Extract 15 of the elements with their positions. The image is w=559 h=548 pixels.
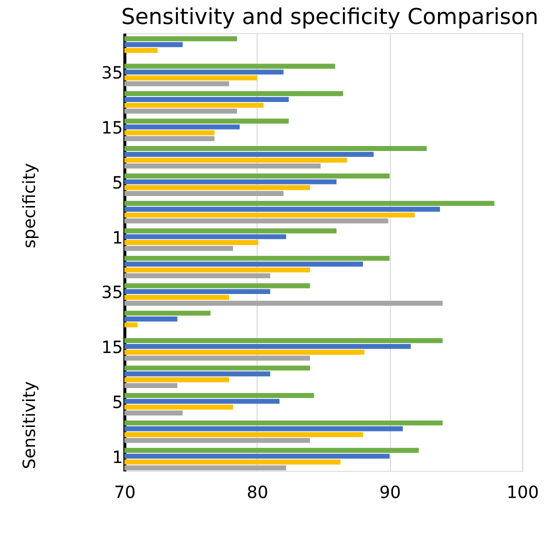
x-tick-label: 80	[246, 482, 268, 502]
text: Sensitivity	[18, 381, 39, 470]
y-tick-label: 15	[101, 337, 123, 358]
y-tick-label: 1	[112, 227, 123, 248]
x-tick-label: 100	[506, 482, 539, 502]
y-tick-label: 1	[112, 446, 123, 467]
x-tick-label: 70	[114, 482, 136, 502]
y-tick-label: 35	[101, 62, 123, 83]
y-tick-label: 5	[112, 172, 123, 192]
y-tick-label: 35	[101, 282, 123, 302]
x-tick-label: 90	[379, 482, 401, 502]
chart-title: Sensitivity and specificity Comparison	[121, 5, 538, 30]
y-tick-label: 15	[101, 118, 123, 138]
text: specificity	[18, 163, 39, 248]
y-tick-label: 5	[112, 392, 123, 412]
